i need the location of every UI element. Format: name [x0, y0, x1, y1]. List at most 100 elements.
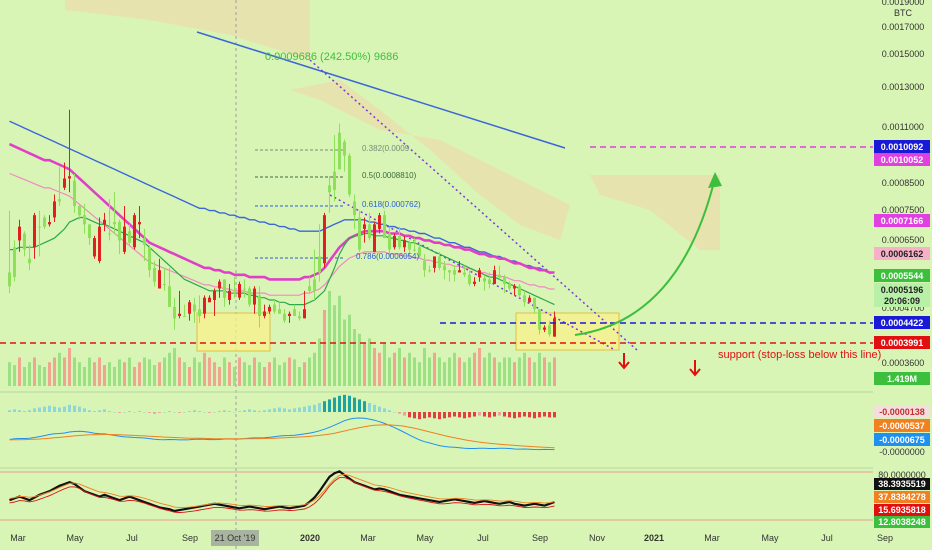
candle-body	[293, 309, 296, 317]
macd-bar	[148, 412, 151, 413]
macd-line	[9, 417, 555, 451]
macd-bar	[353, 397, 356, 412]
rsi-tag-label: 15.6935818	[878, 505, 926, 515]
volume-bar	[258, 362, 261, 386]
fib-618-label: 0.618(0.000762)	[362, 200, 421, 209]
volume-bar	[113, 367, 116, 386]
candle-body	[273, 304, 276, 312]
volume-bar	[393, 352, 396, 386]
volume-bar	[93, 362, 96, 386]
accumulation-box-2019	[196, 312, 271, 352]
volume-bar	[193, 357, 196, 386]
macd-bar	[118, 412, 121, 413]
macd-tag-label: -0.0000675	[879, 435, 925, 445]
volume-bar	[48, 362, 51, 386]
volume-bar	[198, 362, 201, 386]
volume-bar	[388, 357, 391, 386]
macd-bar	[488, 412, 491, 418]
macd-bar	[28, 410, 31, 412]
volume-bar	[83, 367, 86, 386]
macd-bar	[68, 404, 71, 412]
candle-body	[488, 279, 491, 284]
volume-bar	[468, 357, 471, 386]
volume-bar	[433, 352, 436, 386]
macd-bar	[413, 412, 416, 419]
volume-bar	[38, 365, 41, 386]
x-tick-label: Mar	[704, 533, 720, 543]
macd-bar	[198, 411, 201, 412]
ema-fast-line	[9, 216, 555, 306]
macd-bar	[383, 408, 386, 412]
macd-bar	[63, 406, 66, 412]
volume-bar	[538, 352, 541, 386]
candle-body	[503, 277, 506, 284]
volume-bar	[23, 367, 26, 386]
price-tag-bg	[874, 372, 930, 385]
candle-body	[193, 304, 196, 312]
y-tick-label: 0.0003600	[882, 358, 925, 368]
candle-body	[33, 215, 36, 248]
volume-bar	[553, 357, 556, 386]
candle-body	[433, 256, 436, 268]
macd-bar	[343, 394, 346, 412]
volume-bar	[103, 365, 106, 386]
rsi-tag-bg	[874, 516, 930, 528]
indicator-tags: -0.0000138 -0.0000537 -0.0000675 -0.0000000…	[874, 405, 930, 528]
volume-bar	[498, 362, 501, 386]
macd-bar	[48, 405, 51, 412]
macd-bar	[18, 410, 21, 412]
x-tick-label: 2020	[300, 533, 320, 543]
macd-bar	[38, 407, 41, 412]
macd-bar	[513, 412, 516, 419]
macd-bar	[123, 412, 126, 413]
volume-bar	[373, 348, 376, 386]
volume-bar	[488, 352, 491, 386]
rsi-tag-label: 37.8384278	[878, 492, 926, 502]
volume-bar	[473, 352, 476, 386]
volume-bar	[318, 338, 321, 386]
y-tick-label: 0.0007500	[882, 205, 925, 215]
macd-bar	[223, 410, 226, 412]
macd-bar	[523, 412, 526, 417]
macd-bar	[528, 412, 531, 418]
volume-bar	[43, 367, 46, 386]
price-tag-bg	[874, 214, 930, 227]
candle-body	[118, 222, 121, 241]
candle-body	[313, 279, 316, 291]
macd-bar	[158, 412, 161, 413]
macd-bar	[293, 408, 296, 412]
macd-bar	[98, 410, 101, 412]
volume-bar	[458, 357, 461, 386]
macd-tag-label: -0.0000537	[879, 421, 925, 431]
volume-bar	[118, 359, 121, 386]
candle-body	[333, 171, 336, 190]
candle-body	[138, 222, 141, 225]
macd-bar	[53, 406, 56, 412]
macd-bar	[153, 412, 156, 414]
volume-bar	[418, 362, 421, 386]
candle-body	[233, 293, 236, 295]
macd-bar	[508, 412, 511, 418]
candle-body	[328, 185, 331, 193]
macd-bar	[298, 407, 301, 412]
candle-body	[493, 270, 496, 284]
macd-bar	[368, 403, 371, 412]
rsi-tag-bg	[874, 491, 930, 503]
volume-bar	[163, 357, 166, 386]
macd-bar	[283, 408, 286, 412]
volume-bar	[78, 362, 81, 386]
macd-bar	[73, 405, 76, 412]
cloud-layer	[65, 0, 720, 250]
price-tag-label: 0.0007166	[881, 216, 924, 226]
macd-bar	[418, 412, 421, 420]
macd-bar	[338, 395, 341, 412]
macd-bar	[143, 412, 146, 413]
macd-bar	[8, 410, 11, 412]
macd-bar	[428, 412, 431, 418]
candle-body	[513, 286, 516, 289]
candle-body	[463, 272, 466, 275]
candle-body	[483, 279, 486, 282]
candle-body	[343, 141, 346, 156]
macd-bar	[393, 412, 396, 413]
